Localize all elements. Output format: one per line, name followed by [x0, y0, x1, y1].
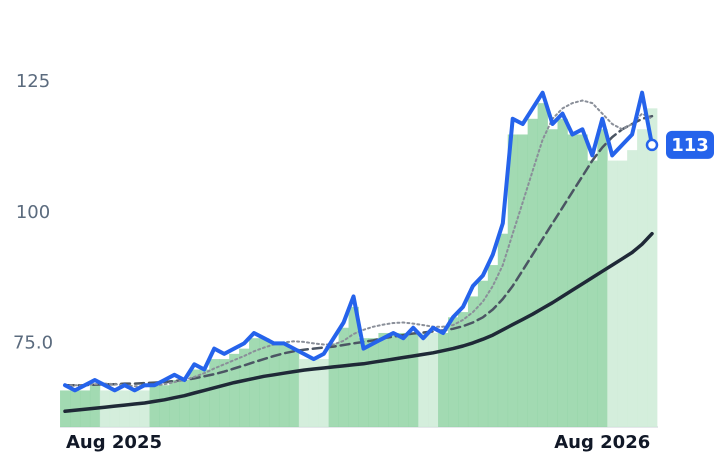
volume-bar	[597, 129, 608, 427]
y-tick-label: 75.0	[13, 332, 53, 353]
volume-bar	[159, 385, 170, 427]
volume-bar	[169, 379, 180, 427]
volume-bar	[547, 129, 558, 427]
volume-bar	[89, 385, 101, 427]
volume-bar	[239, 348, 250, 427]
volume-bar	[368, 338, 379, 427]
volume-bar	[517, 134, 529, 427]
volume-bar	[557, 118, 568, 427]
volume-bar	[438, 332, 449, 427]
volume-bar	[119, 390, 131, 427]
last-value-label: 113	[671, 135, 709, 156]
x-tick-label: Aug 2026	[554, 432, 650, 453]
volume-bar	[60, 390, 71, 427]
volume-bar	[338, 327, 349, 427]
volume-bar	[408, 332, 419, 427]
volume-bar	[527, 118, 538, 427]
volume-bar	[637, 129, 648, 427]
volume-bar	[428, 332, 439, 427]
volume-bar	[219, 359, 230, 427]
volume-bar	[209, 359, 220, 427]
volume-bar	[308, 359, 320, 427]
volume-bar	[567, 134, 578, 427]
volume-bar	[278, 343, 290, 427]
y-tick-label: 125	[16, 71, 50, 92]
volume-bar	[448, 317, 459, 427]
volume-bar	[617, 160, 628, 427]
volume-bar	[229, 353, 240, 427]
volume-bar	[348, 306, 359, 427]
volume-bar	[139, 390, 150, 427]
volume-bar	[487, 265, 499, 427]
volume-bar	[418, 332, 429, 427]
volume-bar	[189, 369, 200, 427]
volume-bar	[457, 312, 469, 427]
volume-bar	[647, 108, 658, 428]
volume-bar	[398, 332, 409, 427]
volume-bar	[388, 332, 399, 427]
volume-bar	[129, 390, 141, 427]
volume-bar	[259, 338, 270, 427]
volume-bar	[268, 343, 280, 427]
volume-bar	[199, 369, 210, 427]
price-line	[63, 231, 654, 414]
last-value-badge	[666, 130, 714, 159]
volume-bar	[328, 343, 340, 427]
volume-bar	[378, 332, 389, 427]
volume-bar	[607, 160, 618, 427]
volume-bar	[249, 338, 260, 427]
volume-bar	[587, 160, 598, 427]
volume-bar	[627, 150, 638, 428]
last-point	[645, 138, 659, 152]
volume-bar	[179, 379, 190, 427]
volume-bar	[149, 385, 160, 427]
x-tick-label: Aug 2025	[66, 432, 162, 453]
volume-bar	[507, 134, 519, 427]
volume-bar	[109, 390, 121, 427]
y-tick-label: 100	[16, 202, 50, 223]
volume-bar	[537, 103, 548, 427]
volume-bar	[318, 359, 330, 427]
volume-bar	[358, 338, 369, 427]
price-line	[63, 90, 654, 393]
volume-bar	[288, 348, 300, 427]
volume-bar	[467, 296, 479, 427]
volume-bar	[577, 134, 588, 427]
volume-bar	[477, 280, 489, 427]
volume-bar	[298, 359, 310, 427]
